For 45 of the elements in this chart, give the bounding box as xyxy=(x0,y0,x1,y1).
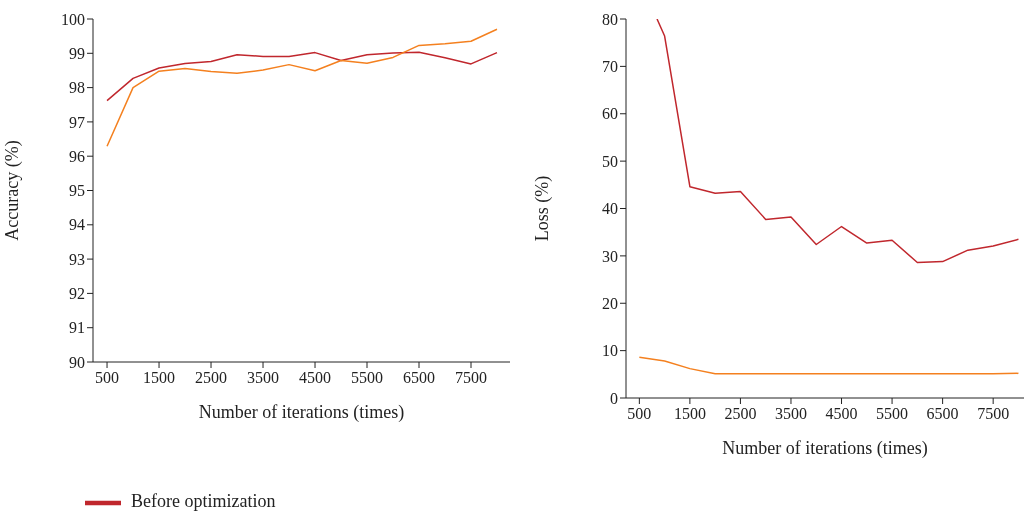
y-tick-label: 30 xyxy=(602,247,618,265)
y-tick-label: 20 xyxy=(602,294,618,312)
line-series xyxy=(638,356,1020,375)
y-tick-label: 95 xyxy=(69,182,85,200)
x-axis-title: Number of iterations (times) xyxy=(198,402,405,423)
x-tick-label: 1500 xyxy=(673,405,706,423)
y-tick-label: 94 xyxy=(69,216,85,234)
x-tick-label: 7500 xyxy=(455,369,487,387)
y-tick-label: 60 xyxy=(602,105,618,123)
y-tick-label: 99 xyxy=(69,44,85,62)
x-tick-label: 500 xyxy=(95,369,120,387)
x-tick-label: 5500 xyxy=(351,369,384,387)
x-tick-label: 2500 xyxy=(724,405,757,423)
x-tick-label: 6500 xyxy=(926,405,959,423)
x-tick-label: 4500 xyxy=(825,405,858,423)
legend-label: Before optimization xyxy=(131,491,276,512)
y-tick-label: 97 xyxy=(69,113,85,131)
y-tick-label: 40 xyxy=(602,200,618,218)
x-tick-label: 6500 xyxy=(403,369,436,387)
y-tick-label: 80 xyxy=(602,10,618,28)
y-tick-label: 50 xyxy=(602,152,618,170)
x-tick-label: 4500 xyxy=(299,369,332,387)
y-tick-label: 96 xyxy=(69,147,85,165)
line-series xyxy=(106,51,498,102)
x-tick-label: 1500 xyxy=(143,369,176,387)
x-tick-label: 2500 xyxy=(195,369,228,387)
y-tick-label: 98 xyxy=(69,79,85,97)
y-tick-label: 91 xyxy=(69,319,85,337)
y-tick-label: 70 xyxy=(602,58,618,76)
y-tick-label: 0 xyxy=(610,389,618,407)
line-series xyxy=(106,28,498,147)
x-axis-title: Number of iterations (times) xyxy=(722,438,928,459)
x-tick-label: 3500 xyxy=(247,369,280,387)
y-tick-label: 90 xyxy=(69,353,85,371)
x-tick-label: 500 xyxy=(627,405,652,423)
y-axis-title: Accuracy (%) xyxy=(2,140,24,241)
y-tick-label: 93 xyxy=(69,250,85,268)
y-tick-label: 92 xyxy=(69,285,85,303)
x-tick-label: 5500 xyxy=(876,405,909,423)
line-series xyxy=(656,19,1020,264)
y-tick-label: 10 xyxy=(602,342,618,360)
y-tick-label: 100 xyxy=(61,10,85,28)
y-axis-title: Loss (%) xyxy=(532,175,554,242)
x-tick-label: 3500 xyxy=(774,405,807,423)
x-tick-label: 7500 xyxy=(977,405,1010,423)
